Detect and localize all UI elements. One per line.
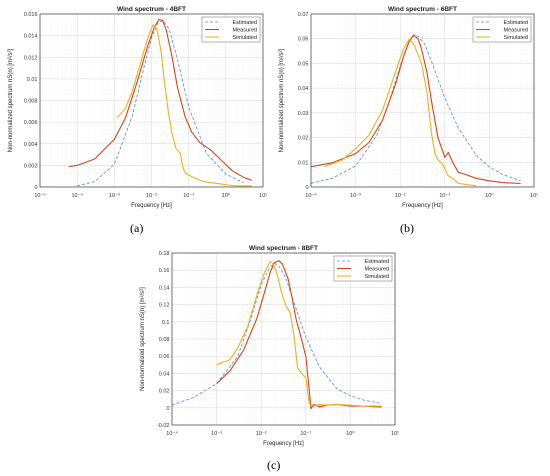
- plot-area: [311, 14, 534, 187]
- x-tick-label: 10⁰: [346, 430, 355, 437]
- chart-title: Wind spectrum - 6BFT: [388, 6, 457, 13]
- x-tick-label: 10¹: [530, 193, 538, 199]
- y-tick-label: 0.04: [298, 86, 309, 92]
- y-tick-label: 0.03: [298, 111, 309, 117]
- series-group: [68, 18, 252, 187]
- legend-label-simulated: Simulated: [233, 35, 257, 41]
- y-tick-label: 0.1: [162, 320, 170, 326]
- y-tick-label: 0.06: [298, 37, 309, 43]
- y-tick-label: 0.02: [298, 136, 309, 142]
- y-tick-label: 0.012: [24, 55, 38, 61]
- series-line-simulated: [116, 24, 252, 187]
- y-tick-label: 0.07: [298, 12, 309, 18]
- y-tick-label: 0.14: [159, 285, 170, 291]
- x-tick-label: 10⁻⁴: [305, 192, 317, 199]
- x-tick-label: 10⁻³: [211, 431, 222, 437]
- x-tick-label: 10⁻⁴: [71, 192, 83, 199]
- y-tick-label: 0.06: [159, 354, 170, 360]
- x-tick-label: 10⁻¹: [439, 193, 450, 199]
- axes-frame: [171, 252, 396, 426]
- y-tick-label: 0.014: [24, 34, 38, 40]
- y-tick-label: 0.08: [159, 337, 170, 343]
- x-tick-label: 10¹: [391, 431, 399, 437]
- series-group: [310, 34, 521, 187]
- y-tick-label: 0: [166, 406, 169, 412]
- series-line-measured: [68, 18, 252, 182]
- y-tick-label: 0.016: [24, 12, 38, 18]
- y-tick-label: 0.16: [159, 268, 170, 274]
- series-line-simulated: [324, 38, 477, 187]
- axes-frame: [39, 13, 264, 188]
- y-tick-label: 0.05: [298, 61, 309, 67]
- chart-panel-1: 10⁻⁵ 10⁻⁴ 10⁻³ 10⁻² 10⁻¹ 10⁰ 10¹ 0 0.002 0.004 0.0…: [8, 6, 267, 209]
- legend-label-simulated: Simulated: [365, 274, 389, 280]
- series-line-estimated: [310, 35, 521, 184]
- y-tick-label: 0.04: [159, 371, 170, 377]
- x-tick-label: 10⁻⁵: [34, 192, 45, 199]
- legend-label-estimated: Estimated: [365, 259, 389, 265]
- y-tick-label: -0.02: [157, 423, 170, 429]
- y-axis-label: Non-normalized spectrum nS(n) [m²/s²]: [8, 48, 14, 152]
- x-tick-label: 10⁰: [485, 192, 494, 199]
- x-tick-label: 10⁻²: [395, 193, 406, 199]
- chart-title: Wind spectrum - 4BFT: [117, 6, 186, 13]
- x-axis-label: Frequency [Hz]: [263, 441, 304, 447]
- caption-c: (c): [267, 458, 281, 472]
- x-tick-label: 10⁻²: [256, 431, 267, 437]
- x-axis-label: Frequency [Hz]: [402, 203, 443, 209]
- y-tick-label: 0.004: [24, 142, 38, 148]
- y-tick-label: 0.002: [24, 163, 38, 169]
- x-tick-label: 10⁻³: [350, 193, 361, 199]
- y-tick-label: 0.02: [159, 389, 170, 395]
- caption-b: (b): [400, 221, 414, 235]
- x-axis-label: Frequency [Hz]: [131, 203, 172, 209]
- legend-label-measured: Measured: [233, 28, 257, 34]
- y-tick-label: 0.18: [159, 251, 170, 257]
- legend-label-estimated: Estimated: [233, 20, 257, 26]
- chart-panel-3: 10⁻⁴ 10⁻³ 10⁻² 10⁻¹ 10⁰ 10¹ -0.02 0 0.02 0.04 0.06…: [140, 245, 399, 447]
- caption-a: (a): [130, 221, 144, 235]
- x-tick-label: 10⁻²: [146, 193, 157, 199]
- y-tick-label: 0.01: [298, 160, 309, 166]
- y-tick-label: 0.01: [27, 77, 38, 83]
- y-tick-label: 0.12: [159, 303, 170, 309]
- y-axis-label: Non-normalized spectrum nS(n) [m²/s²]: [140, 287, 146, 391]
- series-line-estimated: [171, 262, 382, 406]
- series-line-measured: [310, 34, 521, 185]
- series-group: [171, 260, 382, 410]
- axes-frame: [310, 13, 535, 188]
- y-tick-label: 0: [34, 185, 37, 191]
- x-tick-label: 10¹: [259, 193, 267, 199]
- x-tick-label: 10⁻¹: [183, 193, 194, 199]
- chart-title: Wind spectrum - 8BFT: [249, 245, 318, 252]
- y-tick-label: 0.006: [24, 120, 38, 126]
- y-tick-label: 0.008: [24, 99, 38, 105]
- x-tick-label: 10⁻¹: [300, 431, 311, 437]
- x-tick-label: 10⁻³: [109, 193, 120, 199]
- chart-panel-2: 10⁻⁴ 10⁻³ 10⁻² 10⁻¹ 10⁰ 10¹ 0 0.01 0.02 0.03 0.04 0…: [279, 6, 538, 209]
- legend-label-estimated: Estimated: [504, 20, 528, 26]
- series-line-simulated: [216, 261, 382, 407]
- y-tick-label: 0: [305, 185, 308, 191]
- x-tick-label: 10⁰: [222, 192, 231, 199]
- legend-label-measured: Measured: [504, 28, 528, 34]
- x-tick-label: 10⁻⁴: [166, 430, 178, 437]
- y-axis-label: Non-normalized spectrum nS(n) [m²/s²]: [279, 48, 285, 152]
- legend-label-simulated: Simulated: [504, 35, 528, 41]
- legend-label-measured: Measured: [365, 267, 389, 273]
